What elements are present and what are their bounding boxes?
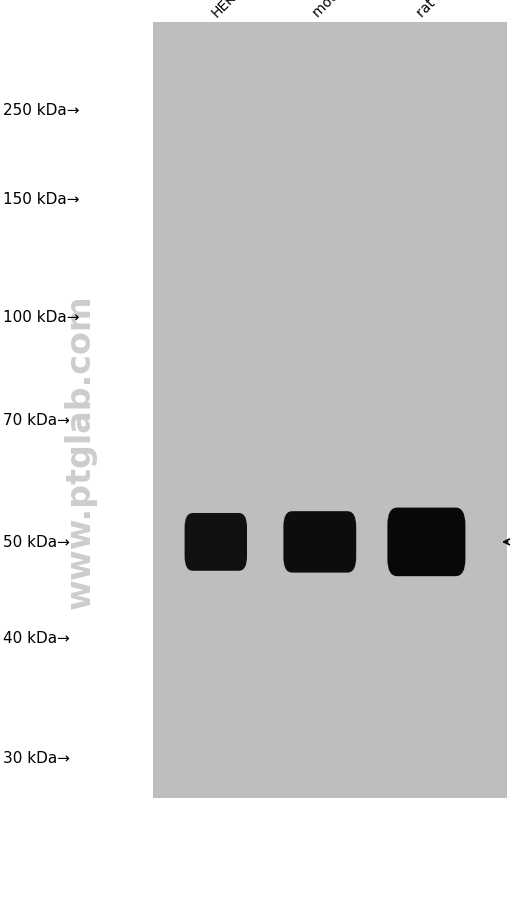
FancyBboxPatch shape — [185, 513, 247, 571]
FancyBboxPatch shape — [283, 511, 356, 573]
Bar — [153, 23, 507, 798]
Text: rat brain: rat brain — [414, 0, 466, 20]
Text: www.ptglab.com: www.ptglab.com — [64, 294, 97, 608]
Text: 50 kDa→: 50 kDa→ — [3, 535, 70, 550]
Text: 150 kDa→: 150 kDa→ — [3, 192, 79, 207]
Text: 70 kDa→: 70 kDa→ — [3, 412, 70, 428]
Text: 30 kDa→: 30 kDa→ — [3, 750, 70, 766]
FancyBboxPatch shape — [387, 508, 465, 576]
Text: 250 kDa→: 250 kDa→ — [3, 103, 79, 117]
Text: HEK-293: HEK-293 — [209, 0, 259, 20]
Text: mouse brain: mouse brain — [310, 0, 381, 20]
Text: 100 kDa→: 100 kDa→ — [3, 309, 79, 325]
Text: 40 kDa→: 40 kDa→ — [3, 630, 70, 645]
